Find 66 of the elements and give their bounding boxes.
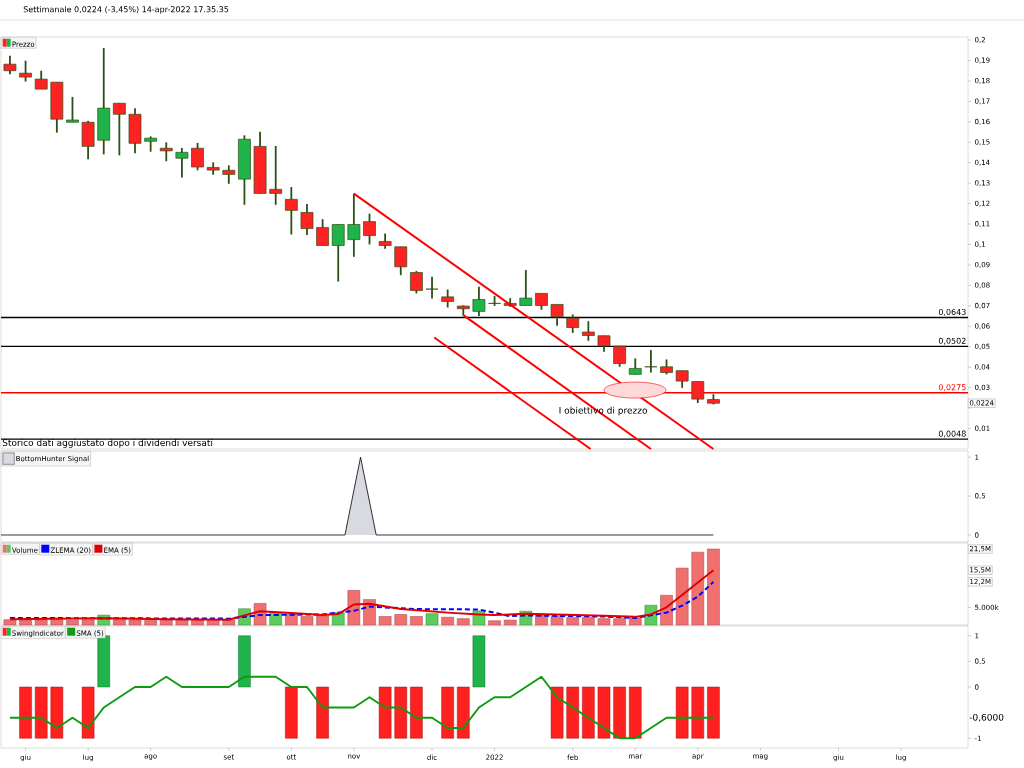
bar (425, 613, 439, 626)
candlestick (284, 186, 298, 236)
bar (331, 612, 345, 626)
candlestick (191, 142, 204, 172)
candlestick (425, 275, 439, 300)
bar (488, 620, 501, 626)
bar (50, 619, 64, 626)
candlestick (269, 145, 283, 206)
bar (613, 618, 626, 626)
bar (628, 617, 642, 626)
bar (441, 616, 454, 626)
ref-line-label: 0,0643 (938, 308, 966, 316)
bar (81, 619, 95, 626)
bar (582, 617, 595, 626)
bar (691, 551, 705, 626)
bar (566, 617, 579, 626)
ref-line-label: 0,0275 (938, 384, 966, 392)
candlestick (581, 320, 595, 342)
bar (378, 616, 392, 626)
candlestick (363, 212, 376, 246)
candlestick (175, 147, 189, 179)
candlestick (34, 69, 48, 91)
bar (144, 620, 157, 626)
bar (597, 618, 611, 626)
ref-line-label: 0,0048 (938, 430, 966, 438)
bar (394, 614, 408, 626)
bar (347, 590, 361, 626)
chart-title: Settimanale 0,0224 (-3,45%) 14-apr-2022 17.35.35 (23, 6, 229, 14)
candlestick (66, 96, 79, 124)
bar (175, 619, 189, 626)
candlestick (316, 218, 329, 247)
bar (113, 619, 126, 626)
bar (66, 620, 79, 626)
candlestick (644, 349, 658, 374)
bar (34, 619, 48, 626)
bar (316, 615, 329, 626)
text: -0,6000 (969, 713, 1004, 722)
candlestick (159, 141, 173, 163)
candlestick (472, 285, 486, 317)
bar (285, 614, 298, 626)
bar (300, 616, 314, 626)
bar (3, 619, 17, 626)
candlestick (19, 59, 32, 83)
bar (410, 616, 423, 626)
bar (707, 548, 720, 626)
bar (550, 616, 564, 626)
candlestick (112, 102, 126, 157)
candlestick (347, 192, 361, 258)
candlestick (300, 203, 314, 236)
candlestick (691, 380, 705, 404)
annotation: Storico dati aggiustato dopo i dividendi versati (2, 439, 213, 448)
candlestick (410, 270, 423, 295)
candlestick (222, 164, 236, 185)
candlestick (566, 313, 580, 334)
candlestick (331, 223, 345, 283)
candlestick (613, 345, 627, 368)
bar (503, 619, 517, 626)
candlestick (519, 269, 533, 307)
bar (457, 618, 470, 626)
bar (675, 567, 689, 626)
candlestick (394, 245, 408, 277)
ref-line-label: 0,0502 (938, 337, 966, 345)
bar (128, 619, 142, 626)
candlestick (550, 303, 564, 327)
candlestick (3, 54, 17, 76)
bar (19, 619, 32, 626)
